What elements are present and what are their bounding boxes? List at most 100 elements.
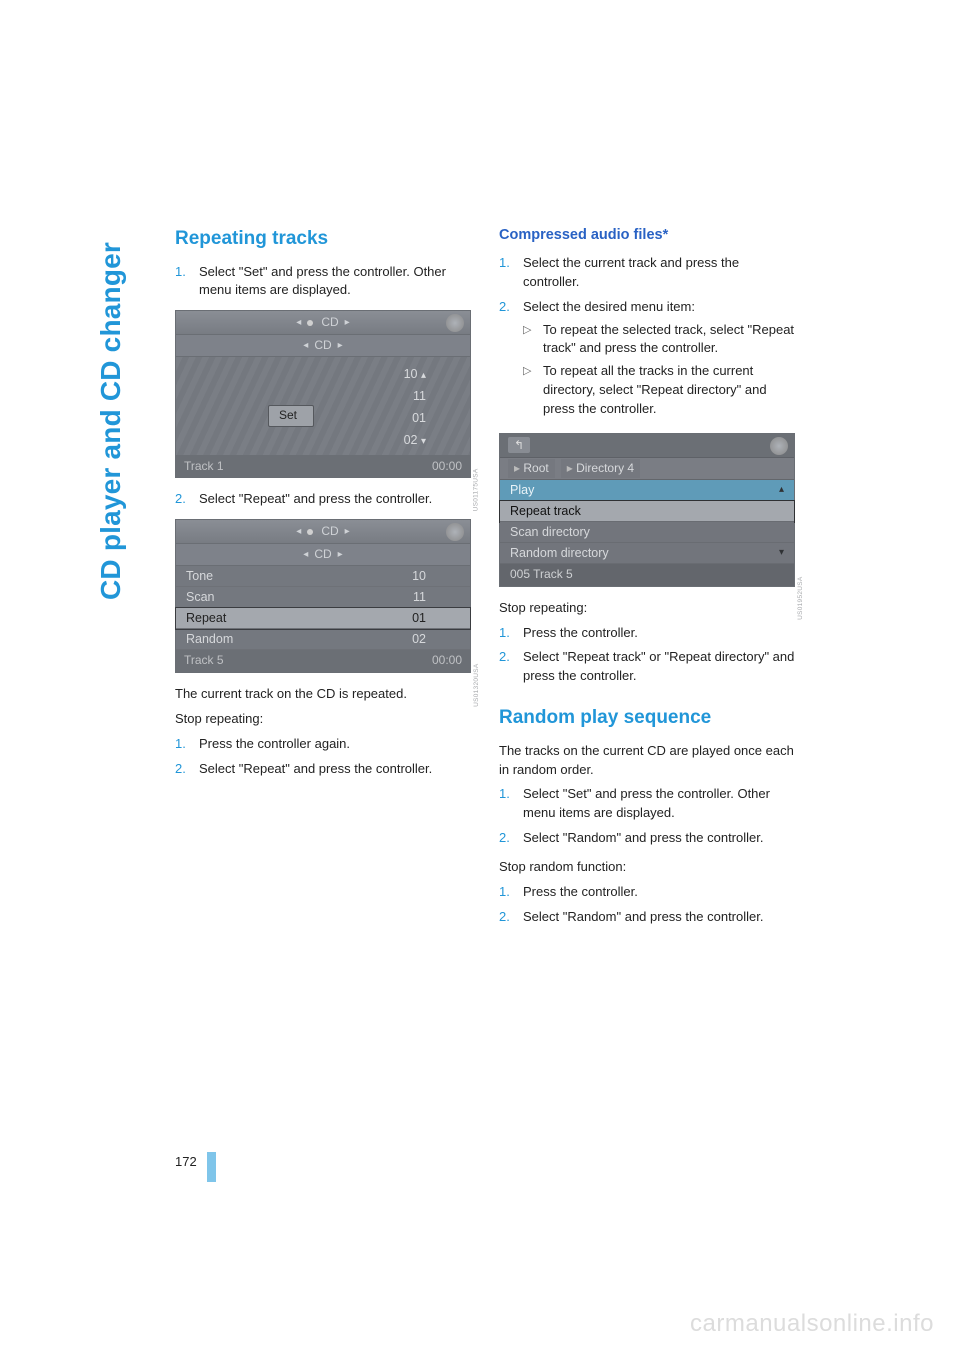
list-item: 1. Select the current track and press th… bbox=[499, 254, 795, 292]
menu-label: Random bbox=[186, 630, 233, 648]
option-selected: Repeat track bbox=[500, 501, 794, 522]
idrive-body: 10 ▴ 11 01 02 ▾ Set bbox=[176, 357, 470, 455]
step-text: Press the controller. bbox=[523, 883, 795, 902]
heading-repeating-tracks: Repeating tracks bbox=[175, 225, 471, 253]
menu-label: Scan bbox=[186, 588, 215, 606]
list-item: 2. Select "Random" and press the control… bbox=[499, 829, 795, 848]
crumb-directory: Directory 4 bbox=[561, 459, 640, 478]
content-columns: Repeating tracks 1. Select "Set" and pre… bbox=[175, 225, 795, 936]
menu-num: 02 bbox=[412, 630, 426, 648]
menu-label: Tone bbox=[186, 567, 213, 585]
back-icon: ↰ bbox=[508, 437, 530, 453]
controller-icon bbox=[446, 523, 464, 541]
disc-label: CD bbox=[314, 337, 331, 354]
sub-text: To repeat the selected track, select "Re… bbox=[543, 321, 795, 359]
idrive-screenshot-repeat: ◂ CD ▸ ◂ CD ▸ Tone10 Scan11 Repeat bbox=[175, 519, 471, 673]
step-text: Select the current track and press the c… bbox=[523, 254, 795, 292]
step-text: Select "Set" and press the controller. O… bbox=[199, 263, 471, 301]
step-number: 1. bbox=[175, 735, 189, 754]
watermark: carmanualsonline.info bbox=[690, 1310, 934, 1338]
sub-item: ▷ To repeat all the tracks in the curren… bbox=[523, 362, 795, 419]
step-text: Select "Repeat" and press the controller… bbox=[199, 490, 471, 509]
source-label: CD bbox=[321, 314, 338, 331]
menu-row: Tone10 bbox=[176, 566, 470, 587]
step-text: Select the desired menu item: ▷ To repea… bbox=[523, 298, 795, 423]
source-label: CD bbox=[321, 523, 338, 540]
step-text: Press the controller. bbox=[523, 624, 795, 643]
menu-row: Scan11 bbox=[176, 587, 470, 608]
menu-row-selected: Repeat01 bbox=[176, 608, 470, 629]
idrive-topbar: ◂ CD ▸ bbox=[176, 311, 470, 335]
step-text: Select "Repeat track" or "Repeat directo… bbox=[523, 648, 795, 686]
list-item: 1. Press the controller again. bbox=[175, 735, 471, 754]
chevron-right-icon: ▸ bbox=[345, 318, 350, 328]
step-text: Select "Repeat" and press the controller… bbox=[199, 760, 471, 779]
repeating-steps-list: 1. Select "Set" and press the controller… bbox=[175, 263, 471, 301]
list-item: 2. Select "Random" and press the control… bbox=[499, 908, 795, 927]
heading-random-play: Random play sequence bbox=[499, 704, 795, 732]
image-code: US01952USA bbox=[796, 577, 805, 620]
step-number: 2. bbox=[499, 648, 513, 686]
idrive-display: ◂ CD ▸ ◂ CD ▸ Tone10 Scan11 Repeat bbox=[175, 519, 471, 673]
paragraph: Stop random function: bbox=[499, 858, 795, 877]
page-number-value: 172 bbox=[175, 1154, 197, 1169]
chevron-right-icon: ▸ bbox=[338, 550, 343, 560]
random-steps-list: 1. Select "Set" and press the controller… bbox=[499, 785, 795, 848]
step-text: Select "Random" and press the controller… bbox=[523, 908, 795, 927]
option-row: Random directory ▾ bbox=[500, 543, 794, 564]
chevron-up-icon: ▴ bbox=[779, 483, 784, 498]
idrive-topbar: ◂ CD ▸ bbox=[176, 520, 470, 544]
paragraph: Stop repeating: bbox=[499, 599, 795, 618]
paragraph: The tracks on the current CD are played … bbox=[499, 742, 795, 780]
list-item: 1. Press the controller. bbox=[499, 883, 795, 902]
stop-random-list: 1. Press the controller. 2. Select "Rand… bbox=[499, 883, 795, 927]
repeating-steps-list-2: 2. Select "Repeat" and press the control… bbox=[175, 490, 471, 509]
idrive-screenshot-directory: ↰ Root Directory 4 Play ▴ Repeat track S… bbox=[499, 433, 795, 587]
page-number: 172 bbox=[175, 1154, 216, 1182]
triangle-bullet-icon: ▷ bbox=[523, 321, 535, 359]
track-num: 11 bbox=[404, 385, 426, 407]
idrive-statusbar: Track 1 00:00 bbox=[176, 455, 470, 477]
chevron-right-icon: ▸ bbox=[338, 341, 343, 351]
controller-icon bbox=[446, 314, 464, 332]
step-number: 2. bbox=[499, 908, 513, 927]
compressed-steps-list: 1. Select the current track and press th… bbox=[499, 254, 795, 423]
image-code: US01320USA bbox=[472, 663, 481, 706]
set-button: Set bbox=[268, 405, 314, 426]
status-time: 00:00 bbox=[432, 652, 462, 669]
menu-row: Random 02 bbox=[176, 629, 470, 650]
list-item: 2. Select the desired menu item: ▷ To re… bbox=[499, 298, 795, 423]
idrive-subbar: ◂ CD ▸ bbox=[176, 335, 470, 357]
page-number-bar bbox=[207, 1152, 216, 1182]
step-number: 2. bbox=[499, 829, 513, 848]
menu-label: Repeat bbox=[186, 609, 226, 627]
status-track: Track 1 bbox=[184, 458, 224, 475]
chevron-up-icon: ▴ bbox=[421, 370, 426, 381]
stop-repeating-list: 1. Press the controller again. 2. Select… bbox=[175, 735, 471, 779]
manual-page: CD player and CD changer Repeating track… bbox=[0, 0, 960, 1358]
idrive-statusbar: Track 5 00:00 bbox=[176, 650, 470, 672]
status-track: Track 5 bbox=[184, 652, 224, 669]
list-item: 1. Press the controller. bbox=[499, 624, 795, 643]
triangle-bullet-icon: ▷ bbox=[523, 362, 535, 419]
step-number: 2. bbox=[175, 490, 189, 509]
idrive-dirbar: ↰ bbox=[500, 434, 794, 458]
option-row: Scan directory bbox=[500, 522, 794, 543]
idrive-subbar: ◂ CD ▸ bbox=[176, 544, 470, 566]
list-item: 1. Select "Set" and press the controller… bbox=[499, 785, 795, 823]
status-time: 00:00 bbox=[432, 458, 462, 475]
step-number: 1. bbox=[499, 785, 513, 823]
idrive-screenshot-set: ◂ CD ▸ ◂ CD ▸ 10 ▴ 11 bbox=[175, 310, 471, 478]
paragraph: Stop repeating: bbox=[175, 710, 471, 729]
track-num: 02 bbox=[404, 433, 418, 447]
idrive-display: ↰ Root Directory 4 Play ▴ Repeat track S… bbox=[499, 433, 795, 587]
crumb-root: Root bbox=[508, 459, 555, 478]
step-number: 2. bbox=[175, 760, 189, 779]
controller-icon bbox=[770, 437, 788, 455]
step-text: Select "Set" and press the controller. O… bbox=[523, 785, 795, 823]
step-intro: Select the desired menu item: bbox=[523, 298, 795, 317]
step-text: Select "Random" and press the controller… bbox=[523, 829, 795, 848]
source-dot-icon bbox=[307, 320, 313, 326]
option-play: Play ▴ bbox=[500, 480, 794, 501]
disc-label: CD bbox=[314, 546, 331, 563]
